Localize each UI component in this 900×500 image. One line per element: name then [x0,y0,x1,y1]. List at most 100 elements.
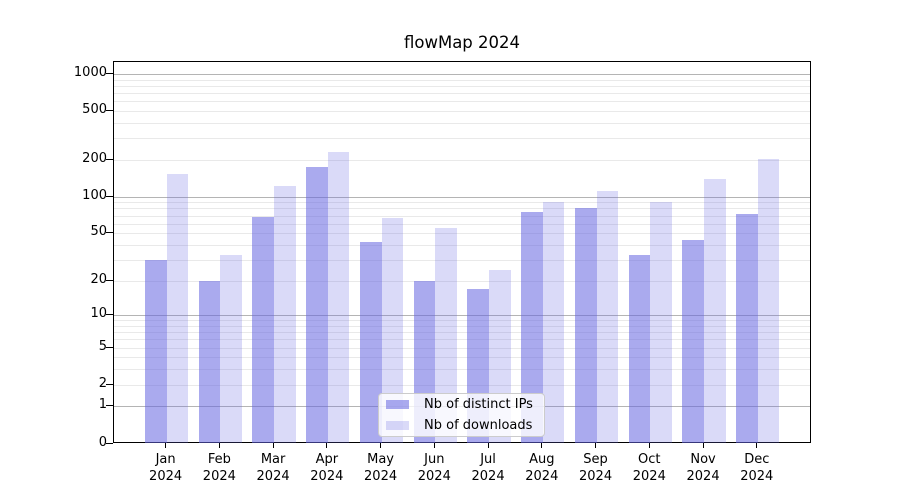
gridline-minor [114,325,810,327]
gridline-minor [114,233,810,235]
bar-distinct-ips [736,213,758,443]
gridline-minor [114,332,810,334]
gridline-major [114,73,810,75]
bar-distinct-ips [574,208,597,443]
y-tick-mark [106,405,113,407]
gridline-minor [114,208,810,210]
plot-area [113,61,811,443]
bar-distinct-ips [252,216,275,443]
x-tick-mark [756,443,758,448]
gridline-minor [114,339,810,341]
x-tick-mark [165,443,167,448]
x-tick-label: Nov 2024 [668,451,738,485]
bar-downloads [757,158,780,443]
y-tick-label: 10 [90,306,107,322]
x-tick-month: Nov [690,452,716,467]
x-tick-year: 2024 [525,469,559,484]
gridline-minor [114,244,810,246]
gridline-minor [114,320,810,322]
x-tick-label: Aug 2024 [507,451,577,485]
gridline-minor [114,369,810,371]
y-tick-mark [106,279,113,281]
legend-label-downloads: Nb of downloads [424,418,533,433]
gridline-minor [114,85,810,87]
gridline-minor [114,384,810,386]
x-tick-label: Oct 2024 [614,451,684,485]
x-tick-mark [326,443,328,448]
legend-swatch-downloads [386,421,409,430]
y-tick-label: 100 [82,187,107,203]
bar-distinct-ips [145,260,167,443]
y-tick-label: 1000 [73,64,107,80]
x-tick-label: Mar 2024 [238,451,308,485]
bar-downloads [274,185,296,443]
x-tick-mark [433,443,435,448]
x-tick-year: 2024 [471,469,505,484]
gridline-minor [114,357,810,359]
gridline-minor [114,159,810,161]
bar-downloads [596,191,619,443]
x-tick-year: 2024 [364,469,398,484]
bar-distinct-ips [359,241,382,443]
y-tick-label: 2 [98,375,107,391]
gridline-minor [114,223,810,225]
gridline-minor [114,138,810,140]
x-tick-year: 2024 [256,469,290,484]
y-tick-label: 0 [98,434,107,450]
y-tick-mark [106,72,113,74]
x-tick-mark [541,443,543,448]
x-tick-year: 2024 [202,469,236,484]
x-tick-month: Dec [744,452,770,467]
x-tick-year: 2024 [149,469,183,484]
x-tick-mark [218,443,220,448]
x-tick-label: Jan 2024 [131,451,201,485]
x-tick-month: Aug [529,452,555,467]
y-tick-label: 20 [90,271,107,287]
x-tick-label: Dec 2024 [722,451,792,485]
y-tick-label: 5 [98,338,107,354]
x-tick-mark [272,443,274,448]
bar-distinct-ips [306,166,328,443]
bar-downloads [542,202,565,443]
x-tick-month: Oct [638,452,661,467]
x-tick-month: Jul [480,452,496,467]
bar-distinct-ips [628,255,651,443]
gridline-minor [114,93,810,95]
legend-item-distinct-ips: Nb of distinct IPs [386,396,536,413]
x-tick-month: Apr [315,452,339,467]
y-tick-mark [106,346,113,348]
x-tick-month: May [367,452,395,467]
x-tick-year: 2024 [632,469,666,484]
y-tick-label: 50 [90,224,107,240]
x-tick-mark [702,443,704,448]
y-tick-mark [106,232,113,234]
x-tick-mark [380,443,382,448]
y-tick-mark [106,314,113,316]
legend-label-distinct-ips: Nb of distinct IPs [424,397,533,412]
gridline-major [114,196,810,198]
legend: Nb of distinct IPs Nb of downloads [378,393,545,437]
x-tick-year: 2024 [686,469,720,484]
legend-swatch-distinct-ips [386,400,409,409]
bar-downloads [220,255,242,443]
gridline-minor [114,79,810,81]
x-tick-mark [487,443,489,448]
gridline-minor [114,259,810,261]
bar-downloads [650,201,672,443]
y-tick-mark [106,442,113,444]
x-tick-year: 2024 [740,469,774,484]
y-tick-mark [106,383,113,385]
bar-downloads [435,227,457,443]
bar-downloads [381,218,404,443]
x-tick-label: Feb 2024 [184,451,254,485]
x-tick-year: 2024 [310,469,344,484]
x-tick-month: Jan [155,452,176,467]
gridline-minor [114,122,810,124]
bar-downloads [166,174,189,443]
x-tick-month: Jun [424,452,445,467]
x-tick-mark [595,443,597,448]
x-tick-label: Apr 2024 [292,451,362,485]
bar-distinct-ips [198,281,221,443]
y-tick-label: 200 [82,150,107,166]
